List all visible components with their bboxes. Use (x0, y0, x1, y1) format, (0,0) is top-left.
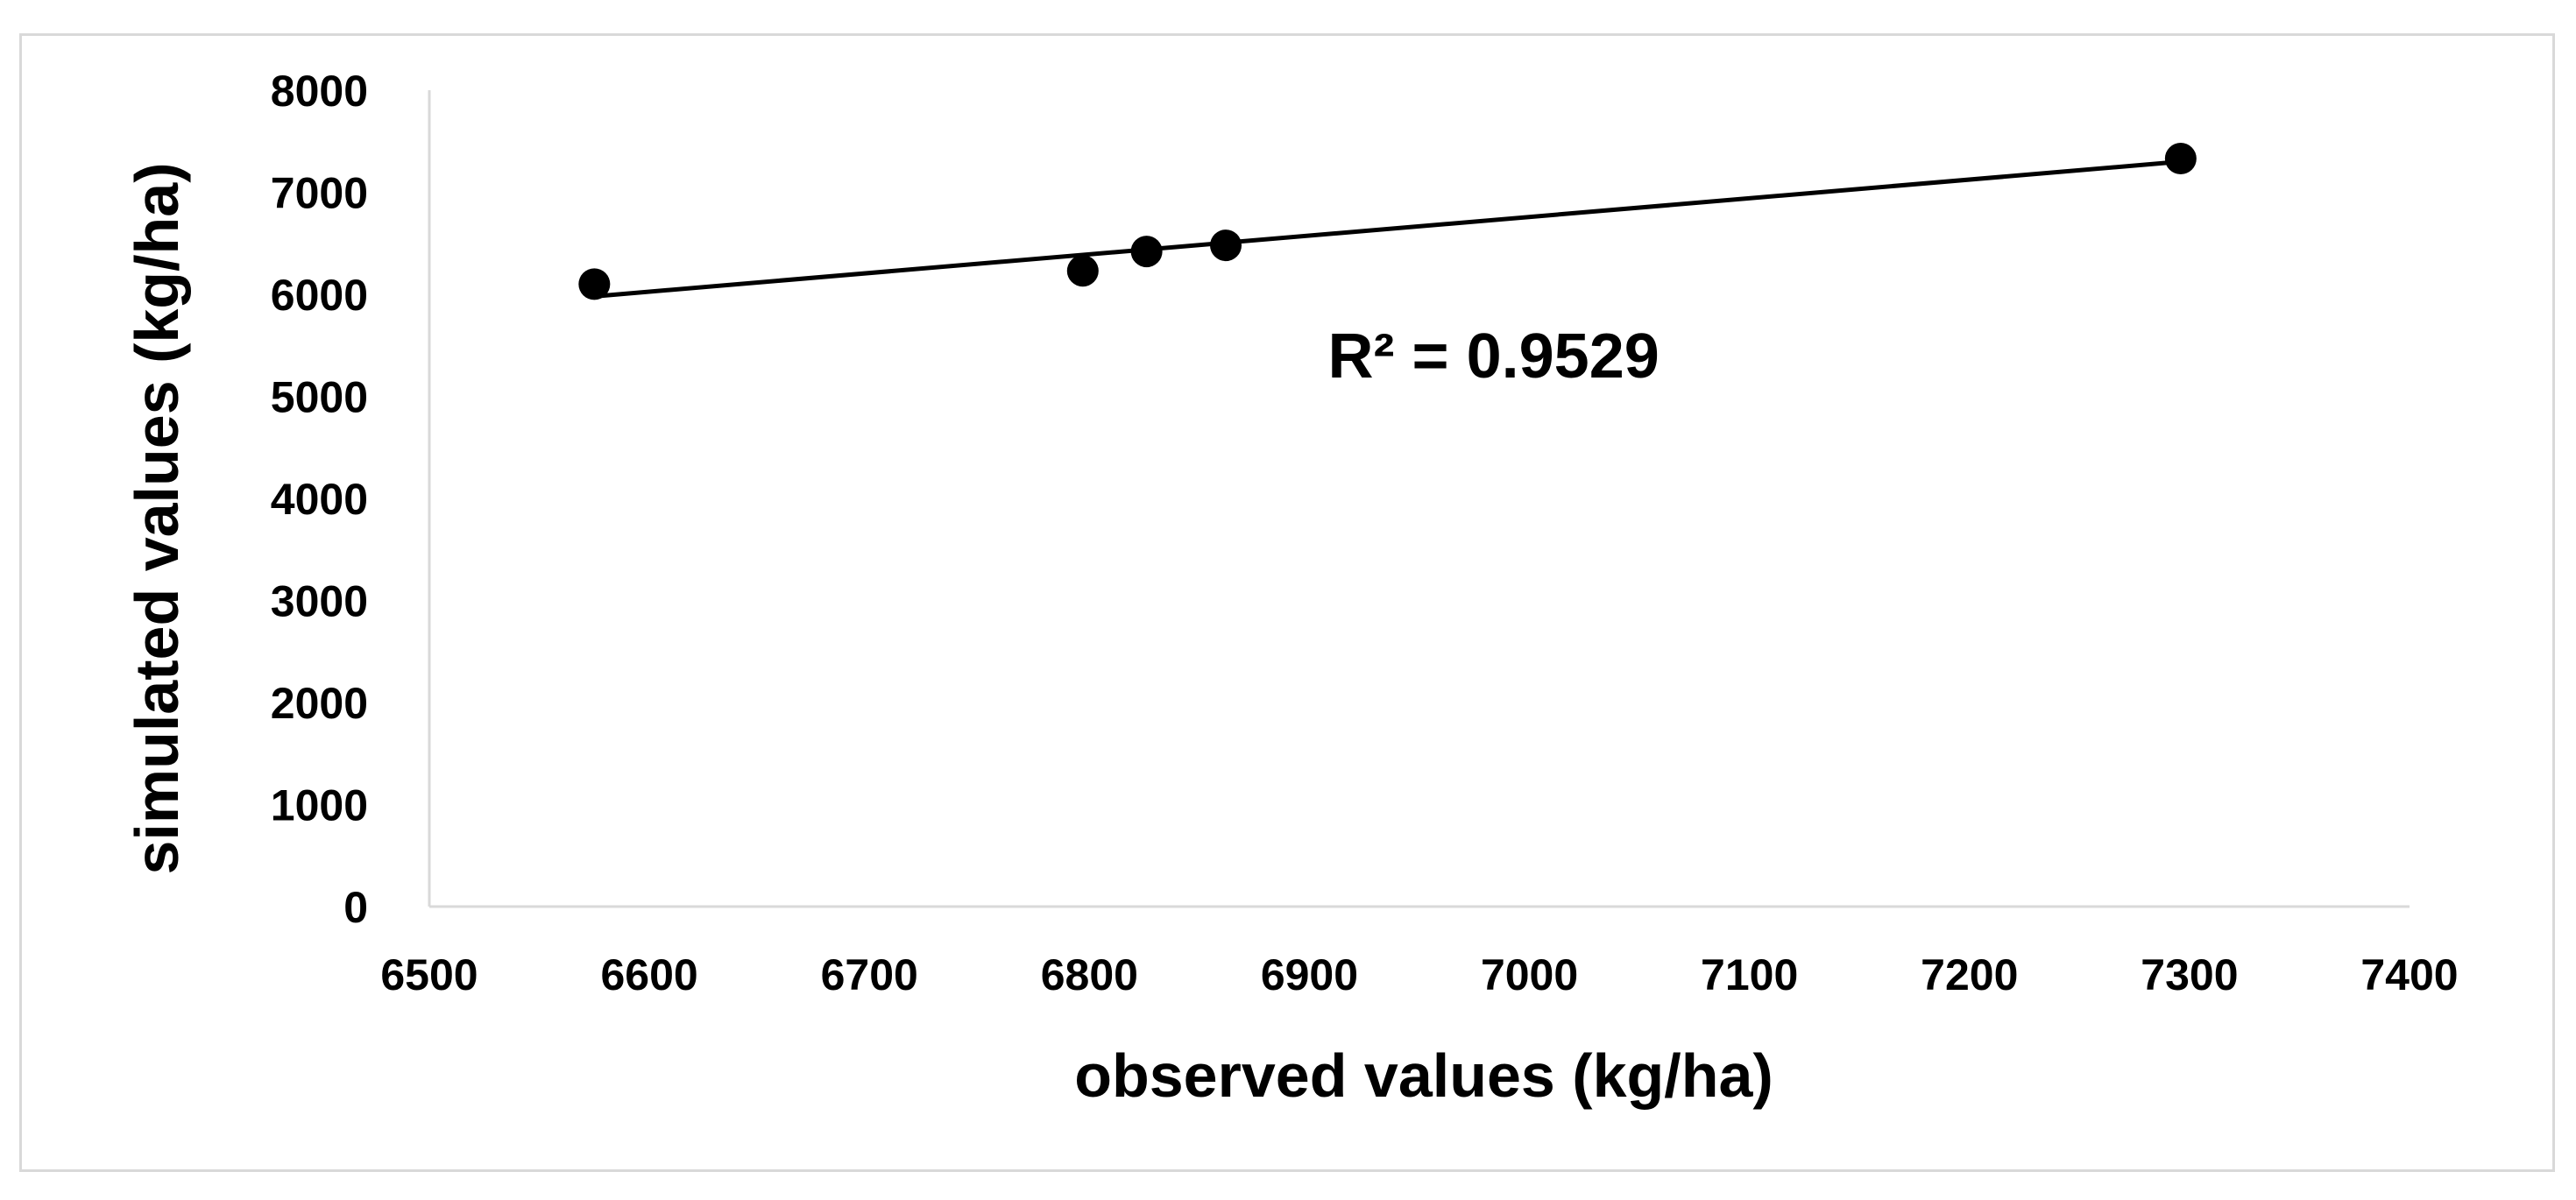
trendline (594, 159, 2182, 299)
y-axis-title: simulated values (kg/ha) (123, 162, 191, 874)
y-tick-label: 0 (343, 883, 368, 932)
r-squared-annotation: R² = 0.9529 (1328, 321, 1660, 392)
x-tick-label: 7000 (1481, 950, 1578, 999)
data-point (1210, 229, 1242, 262)
x-tick-label: 6800 (1041, 950, 1138, 999)
x-tick-label: 7200 (1921, 950, 2018, 999)
data-point (578, 268, 611, 300)
y-tick-label: 7000 (271, 169, 368, 218)
y-tick-label: 8000 (271, 67, 368, 116)
y-tick-label: 5000 (271, 373, 368, 422)
x-axis-title: observed values (kg/ha) (1074, 1041, 1773, 1110)
data-point (1066, 255, 1099, 287)
x-tick-label: 7400 (2360, 950, 2458, 999)
x-tick-label: 6600 (600, 950, 697, 999)
y-tick-label: 6000 (271, 271, 368, 320)
data-point (2164, 143, 2197, 175)
y-tick-label: 3000 (271, 577, 368, 626)
data-points (578, 143, 2197, 300)
axes (428, 90, 2410, 908)
x-tick-label: 6900 (1261, 950, 1358, 999)
chart-frame (19, 33, 2555, 1172)
y-tick-label: 1000 (271, 781, 368, 830)
data-point (1130, 236, 1163, 268)
x-tick-label: 6700 (821, 950, 918, 999)
x-tick-label: 7100 (1701, 950, 1798, 999)
x-tick-labels: 6500 6600 6700 6800 6900 7000 7100 7200 7300 7400 (380, 950, 2458, 999)
annotations: R² = 0.9529 (1328, 321, 1660, 392)
y-tick-label: 4000 (271, 475, 368, 524)
y-tick-label: 2000 (271, 679, 368, 728)
y-tick-labels: 0 1000 2000 3000 4000 5000 6000 7000 8000 (271, 67, 368, 932)
x-tick-label: 6500 (380, 950, 478, 999)
x-tick-label: 7300 (2141, 950, 2238, 999)
trendline-layer (594, 159, 2182, 299)
